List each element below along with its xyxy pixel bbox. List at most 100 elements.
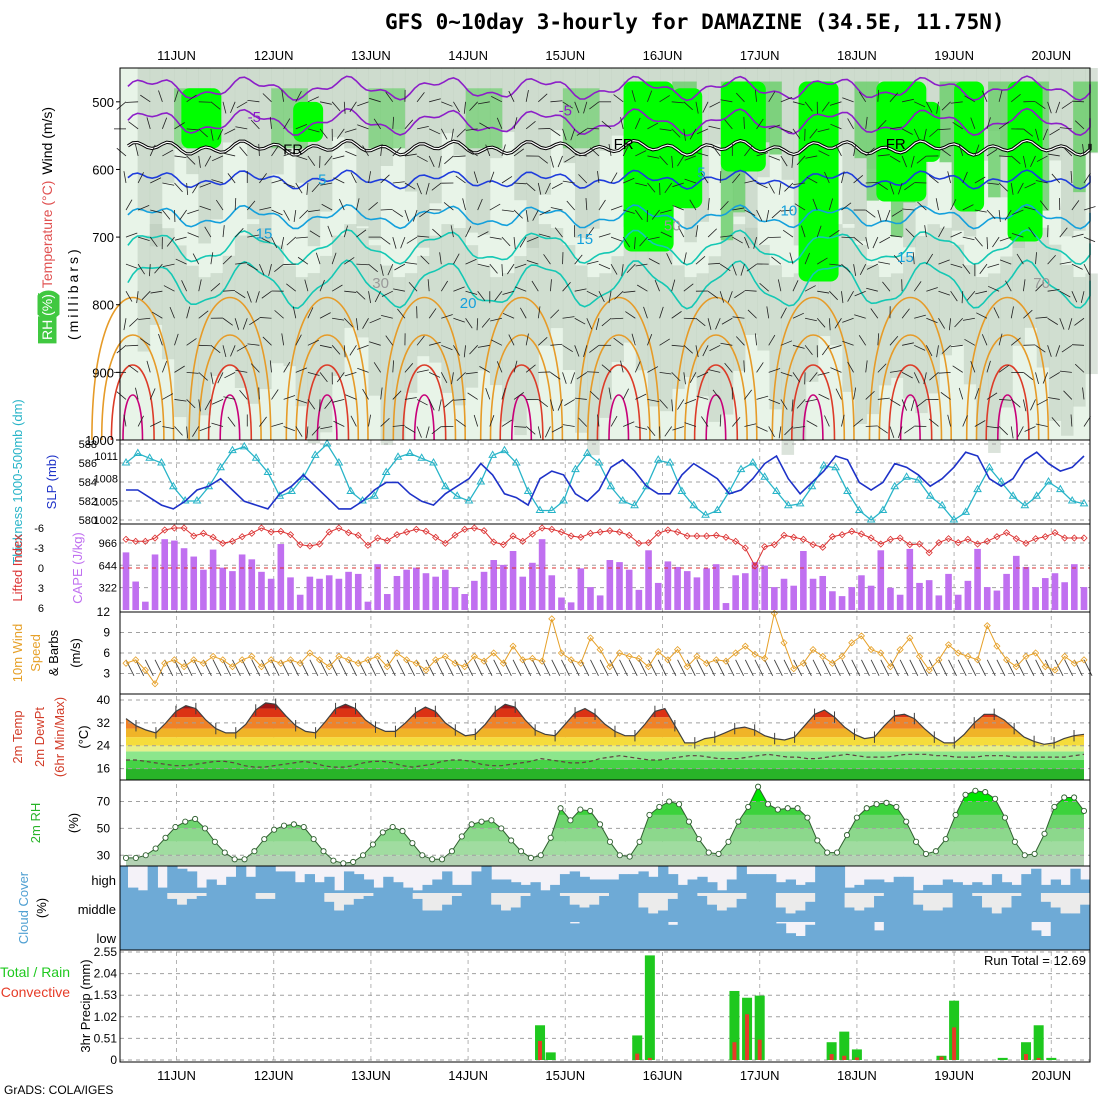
cloud-edge — [120, 866, 128, 950]
wind-barb — [362, 318, 369, 329]
li-point — [286, 531, 295, 539]
wind-barb — [125, 263, 138, 269]
wind-barb — [544, 426, 551, 438]
wind-barb — [877, 154, 890, 157]
wind-barb — [842, 97, 854, 103]
wind-barb — [768, 182, 775, 194]
wind10-point — [257, 663, 266, 671]
wind-barb — [283, 182, 295, 188]
wind-barb — [174, 182, 183, 193]
wind-barb — [566, 200, 575, 211]
cloud-block — [766, 893, 777, 922]
wind10-barb — [793, 659, 803, 677]
cloud-block — [491, 904, 502, 922]
wind10-barb — [261, 659, 270, 677]
wind-barb — [889, 426, 895, 438]
li-point — [935, 539, 943, 547]
wind-barb — [791, 155, 794, 168]
wind10-barb — [861, 659, 870, 677]
wind-barb — [941, 345, 951, 354]
wind-barb — [998, 121, 1010, 130]
wind-barb — [1022, 279, 1026, 292]
cloud-block — [1011, 895, 1022, 922]
isotherm-loop — [577, 296, 661, 441]
cloud-block — [746, 893, 757, 922]
wind-barb — [199, 205, 212, 211]
li-point — [654, 529, 662, 537]
temp-band — [126, 751, 1084, 760]
wind-barb — [735, 92, 745, 103]
wind-barb — [677, 155, 685, 167]
cloud-block — [1011, 922, 1022, 950]
wind-barb — [654, 279, 660, 292]
li-point — [761, 543, 769, 551]
cape-bar — [403, 569, 410, 610]
cloud-block — [1001, 922, 1012, 950]
wind-barb — [586, 127, 599, 130]
wind-barb — [485, 388, 491, 400]
cloud-block — [412, 898, 423, 922]
wind-barb — [369, 317, 381, 324]
rh-point — [715, 850, 722, 857]
wind-barb — [465, 290, 478, 295]
wind-barb — [1061, 101, 1073, 109]
wind-barb — [999, 236, 1012, 242]
wind10-barb — [764, 659, 774, 677]
wind-barb — [283, 151, 296, 157]
thickness-point — [618, 496, 628, 504]
wind10-point — [548, 615, 556, 623]
wind-barb — [562, 101, 573, 109]
cloud-block — [442, 904, 453, 922]
date-tick-bottom: 14JUN — [448, 1068, 488, 1083]
isotherm-loop — [295, 334, 360, 441]
wind10-point — [335, 652, 343, 660]
cloud-clear — [451, 893, 463, 896]
wind10-point — [451, 659, 459, 667]
slp-tick: 1002 — [94, 515, 118, 527]
temp-band — [126, 745, 1084, 752]
wind-barb — [901, 372, 913, 379]
wind-barb — [295, 124, 308, 130]
li-point — [1012, 535, 1020, 543]
wind10-point — [819, 652, 827, 660]
wind-barb — [1042, 128, 1048, 141]
wind-barb — [778, 426, 782, 439]
wind-barb — [683, 372, 686, 385]
cloud-clear — [1001, 893, 1012, 908]
wind-barb — [425, 426, 430, 439]
wind-barb — [891, 209, 903, 217]
temp-tick: 24 — [97, 739, 111, 753]
wind-barb — [756, 152, 769, 157]
legend-total: Total / Rain — [0, 964, 70, 980]
wind-barb — [477, 101, 490, 105]
wind-barb — [865, 425, 878, 427]
cloud-block — [962, 884, 973, 893]
wind-barb — [129, 317, 139, 327]
wind-barb — [702, 345, 709, 357]
rh-shade — [927, 224, 940, 394]
wind-barb — [463, 101, 466, 114]
cloud-block — [245, 893, 257, 922]
wind-barb — [332, 317, 345, 321]
rh-point — [685, 818, 692, 825]
cloud-block — [206, 879, 217, 893]
wind-barb — [950, 231, 962, 238]
date-tick-bottom: 11JUN — [157, 1068, 196, 1083]
wind10-barb — [415, 659, 425, 677]
wind-barb — [623, 290, 636, 293]
li-point — [615, 528, 624, 536]
rh-shade — [878, 277, 892, 386]
wind-barb — [777, 279, 782, 292]
isotherm-loop — [219, 394, 241, 441]
wind-barb — [404, 363, 414, 373]
cloud-block — [1050, 907, 1062, 922]
thickness-point — [1055, 484, 1065, 493]
wind-barb — [780, 128, 793, 133]
cloud-block — [579, 876, 590, 893]
wind-barb — [564, 399, 575, 406]
wind-barb — [1035, 372, 1039, 385]
wind10-barb — [677, 659, 686, 677]
wind-barb — [635, 263, 648, 267]
li-point — [461, 525, 469, 533]
isotherm-loop — [479, 296, 564, 441]
